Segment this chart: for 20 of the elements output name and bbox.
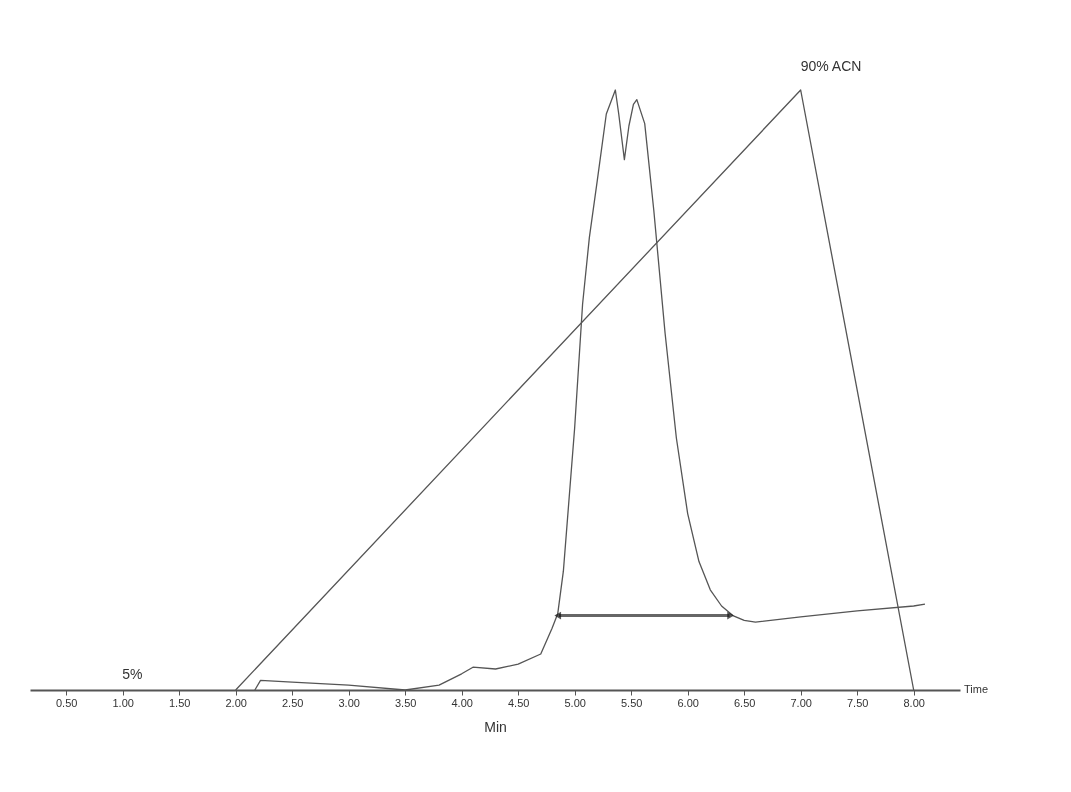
- x-tick-label: 6.00: [677, 696, 699, 709]
- x-tick-label: 8.00: [903, 696, 925, 709]
- x-tick-label: 2.00: [225, 696, 247, 709]
- x-tick-label: 1.00: [112, 696, 134, 709]
- x-tick-label: 3.50: [394, 696, 417, 709]
- annotation: 5%: [122, 666, 143, 682]
- x-tick-label: 7.00: [790, 696, 812, 709]
- x-tick-label: 4.50: [507, 696, 530, 709]
- x-tick-label: 5.50: [620, 696, 643, 709]
- x-tick-label: 1.50: [168, 696, 191, 709]
- x-tick-label: 2.50: [281, 696, 304, 709]
- x-axis-title: Min: [484, 718, 507, 735]
- text: Time: [964, 683, 989, 695]
- x-tick-label: 5.00: [564, 696, 586, 709]
- x-tick-label: 4.00: [451, 696, 473, 709]
- x-tick-label: 0.50: [55, 696, 78, 709]
- x-tick-label: 6.50: [733, 696, 756, 709]
- annotation: 90% ACN: [800, 58, 862, 74]
- x-tick-label: 3.00: [338, 696, 360, 709]
- x-tick-label: 7.50: [846, 696, 869, 709]
